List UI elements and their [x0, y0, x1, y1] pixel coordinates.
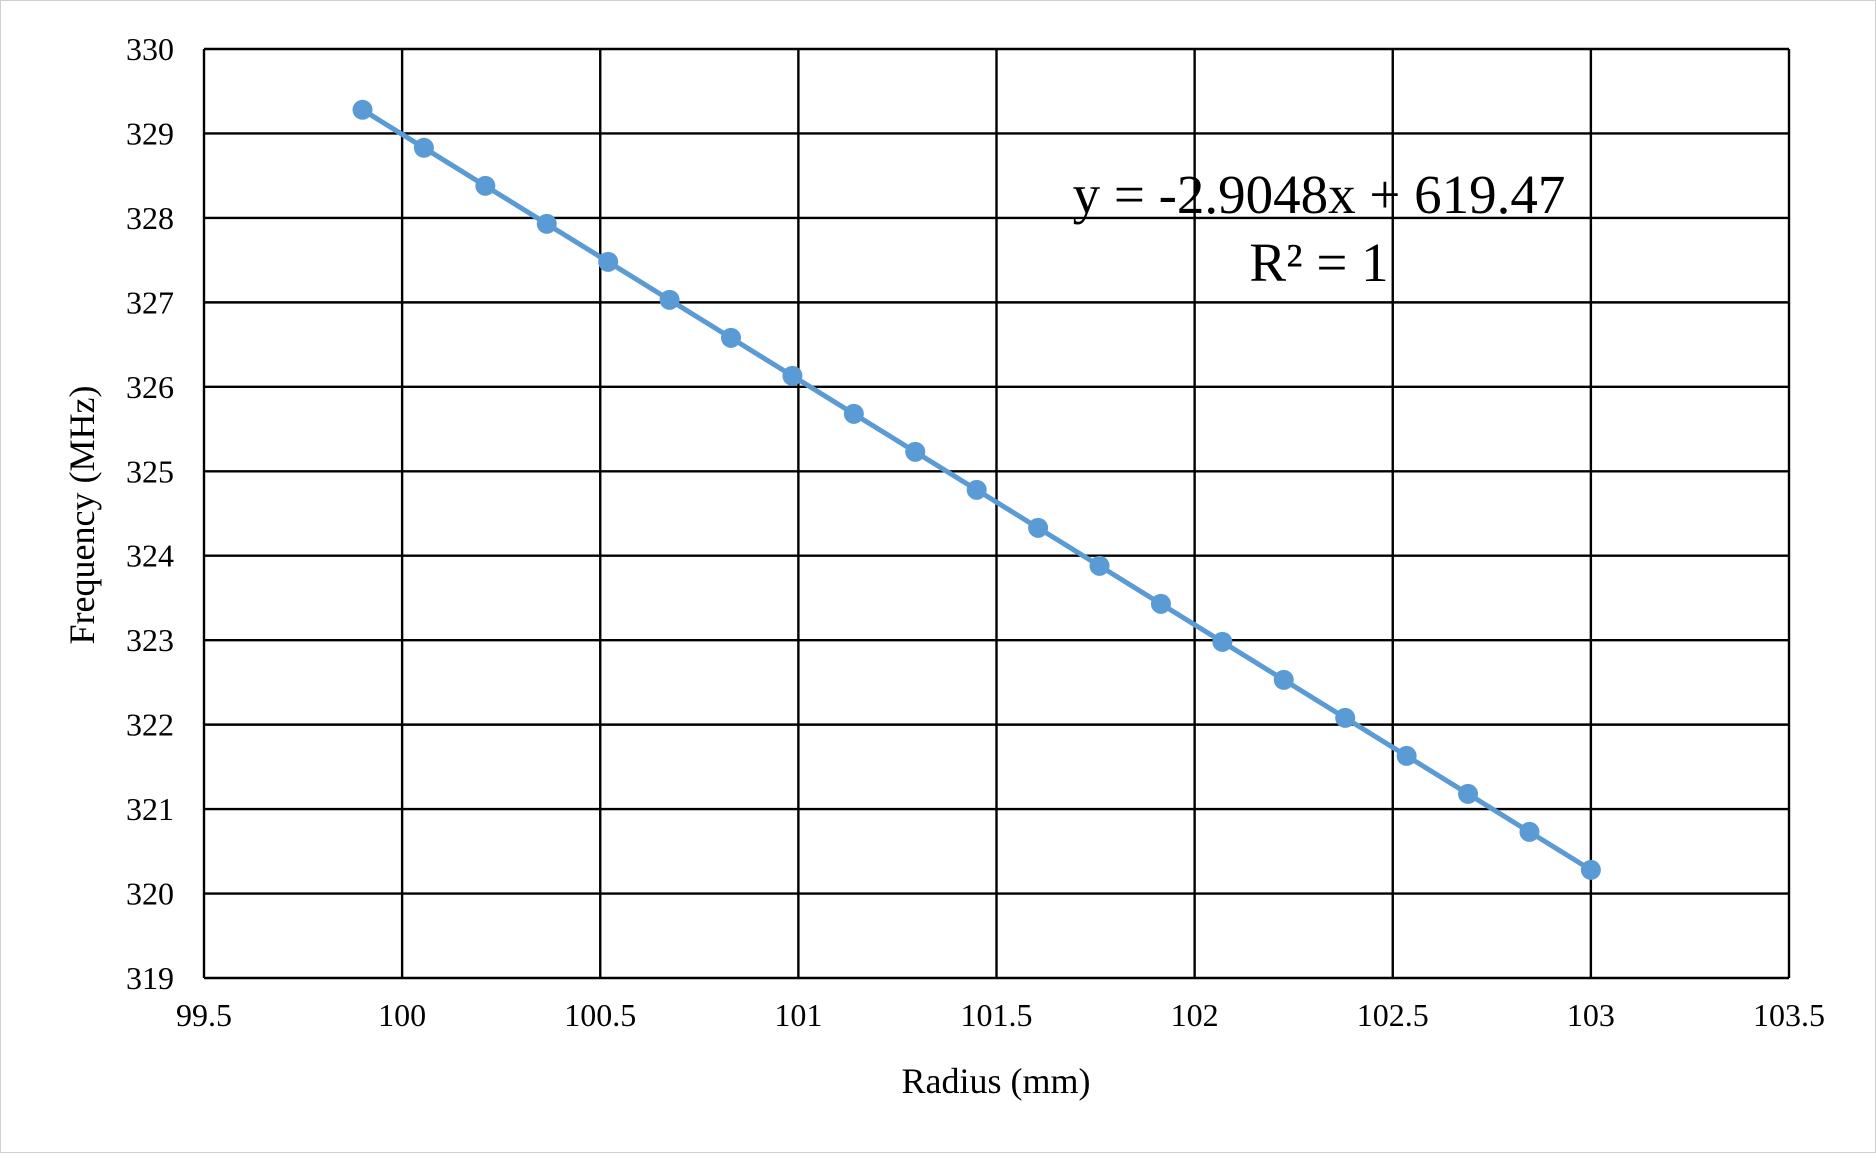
- y-tick-label: 319: [126, 960, 174, 996]
- x-tick-label: 99.5: [176, 997, 232, 1033]
- y-tick-label: 324: [126, 538, 174, 574]
- data-point: [1519, 821, 1540, 842]
- x-tick-labels: 99.5 100 100.5 101 101.5 102 102.5 103 103.5: [176, 997, 1825, 1033]
- x-tick-label: 101.5: [961, 997, 1033, 1033]
- data-point: [782, 365, 803, 386]
- x-tick-label: 103: [1567, 997, 1615, 1033]
- x-tick-label: 102: [1171, 997, 1219, 1033]
- y-tick-label: 328: [126, 200, 174, 236]
- y-tick-label: 322: [126, 707, 174, 743]
- data-point: [721, 327, 742, 348]
- y-tick-label: 329: [126, 115, 174, 151]
- x-tick-label: 101: [774, 997, 822, 1033]
- data-point: [413, 137, 434, 158]
- x-tick-label: 100.5: [564, 997, 636, 1033]
- y-tick-label: 327: [126, 284, 174, 320]
- y-tick-label: 330: [126, 31, 174, 67]
- data-point: [659, 289, 680, 310]
- x-tick-label: 100: [378, 997, 426, 1033]
- y-axis-label: Frequency (MHz): [62, 386, 102, 645]
- data-point: [1273, 669, 1294, 690]
- y-tick-label: 326: [126, 369, 174, 405]
- data-point: [1458, 783, 1479, 804]
- data-point: [843, 403, 864, 424]
- data-point: [1150, 593, 1171, 614]
- y-tick-label: 320: [126, 876, 174, 912]
- y-tick-labels: 319 320 321 322 323 324 325 326 327 328 329 330: [126, 31, 174, 996]
- data-point: [1028, 517, 1049, 538]
- data-point: [475, 175, 496, 196]
- data-point: [352, 99, 373, 120]
- r-squared-label: R² = 1: [1249, 232, 1388, 293]
- x-tick-label: 103.5: [1753, 997, 1825, 1033]
- trendline-equation: y = -2.9048x + 619.47: [1073, 164, 1566, 225]
- data-point: [1396, 745, 1417, 766]
- x-tick-label: 102.5: [1357, 997, 1429, 1033]
- y-tick-label: 321: [126, 791, 174, 827]
- data-point: [1335, 707, 1356, 728]
- y-tick-label: 323: [126, 622, 174, 658]
- data-point: [905, 441, 926, 462]
- grid: [202, 47, 1791, 980]
- y-tick-label: 325: [126, 453, 174, 489]
- data-points: [352, 99, 1601, 880]
- data-point: [966, 479, 987, 500]
- data-point: [1212, 631, 1233, 652]
- x-axis-label: Radius (mm): [902, 1061, 1091, 1101]
- data-point: [1089, 555, 1110, 576]
- data-point: [1580, 859, 1601, 880]
- data-point: [598, 251, 619, 272]
- data-point: [536, 213, 557, 234]
